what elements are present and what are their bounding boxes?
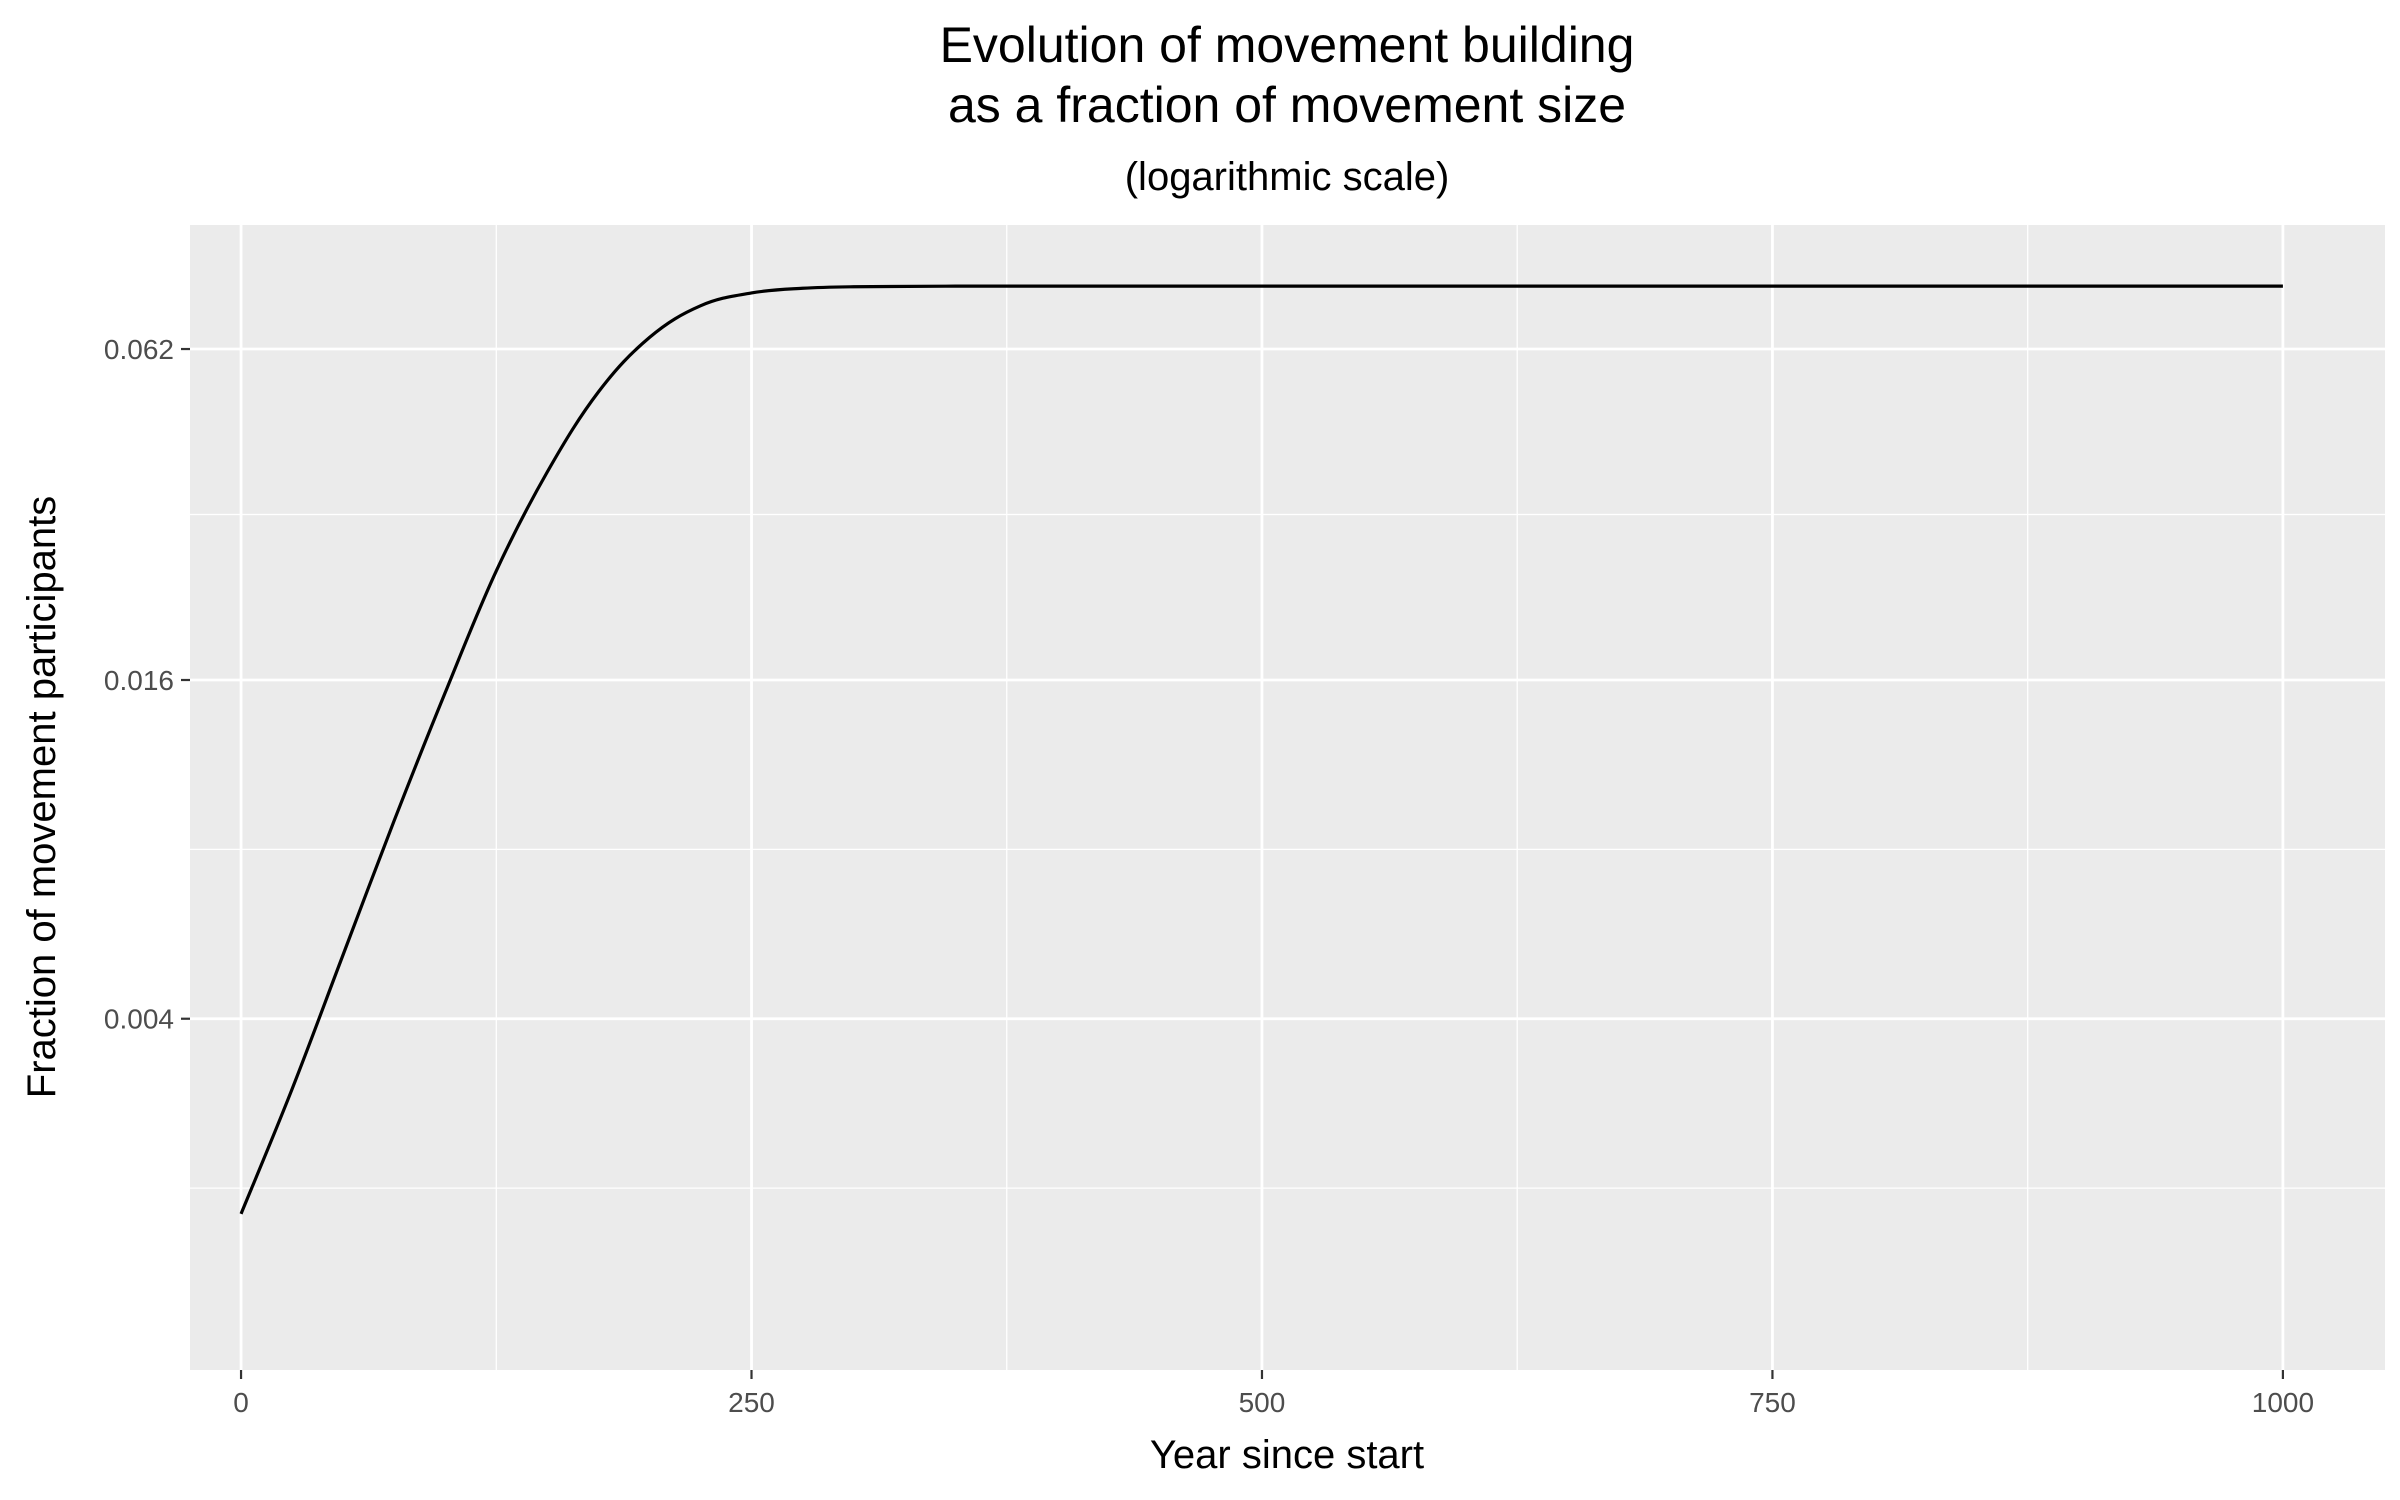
x-tick-label: 0 <box>233 1387 249 1418</box>
x-tick-label: 250 <box>728 1387 775 1418</box>
x-axis: 0 250 500 750 1000 <box>233 1370 2314 1418</box>
x-tick-label: 500 <box>1239 1387 1286 1418</box>
chart-subtitle: (logarithmic scale) <box>1125 155 1450 199</box>
y-tick-label: 0.062 <box>104 334 174 365</box>
grid-minor <box>190 225 2385 1370</box>
x-tick-label: 750 <box>1749 1387 1796 1418</box>
plot-panel <box>190 225 2385 1370</box>
y-axis-title: Fraction of movement participants <box>20 496 64 1098</box>
x-tick-label: 1000 <box>2252 1387 2314 1418</box>
series-line <box>239 284 2283 1215</box>
y-axis: 0.004 0.016 0.062 <box>104 334 190 1035</box>
grid-major <box>190 225 2385 1370</box>
y-tick-label: 0.004 <box>104 1004 174 1035</box>
chart-title-line2: as a fraction of movement size <box>948 77 1626 133</box>
series-layer <box>239 284 2283 1215</box>
x-axis-title: Year since start <box>1150 1433 1424 1477</box>
chart-title-line1: Evolution of movement building <box>940 17 1635 73</box>
y-tick-label: 0.016 <box>104 665 174 696</box>
